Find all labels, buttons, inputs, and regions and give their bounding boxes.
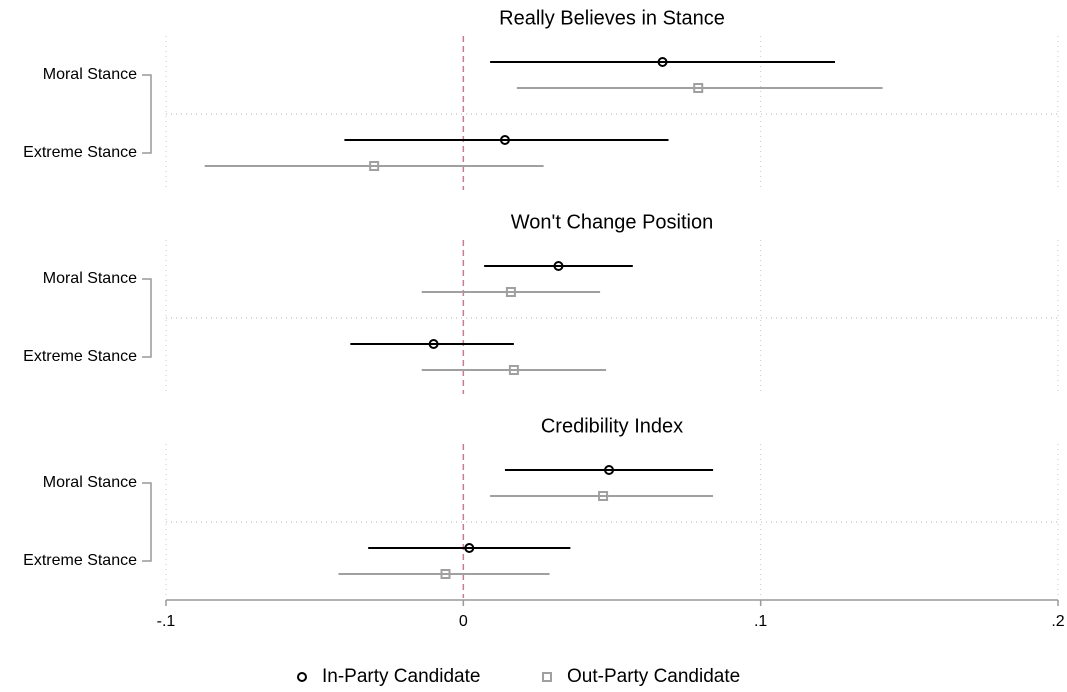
point <box>464 543 475 553</box>
point <box>499 135 510 145</box>
legend-label: In-Party Candidate <box>322 666 480 687</box>
panel-title: Really Believes in Stance <box>499 7 725 29</box>
point <box>369 161 380 171</box>
point <box>604 465 615 475</box>
category-label: Moral Stance <box>43 66 137 83</box>
bracket <box>142 278 152 358</box>
point <box>428 339 439 349</box>
bracket <box>142 482 152 562</box>
x-tick-label: 0 <box>459 613 468 630</box>
category-label: Extreme Stance <box>23 348 137 365</box>
panel-title: Won't Change Position <box>511 211 713 233</box>
category-label: Extreme Stance <box>23 552 137 569</box>
point <box>440 569 451 579</box>
point <box>542 672 552 682</box>
legend-label: Out-Party Candidate <box>567 666 740 687</box>
point <box>505 287 516 297</box>
point <box>693 83 704 93</box>
category-label: Moral Stance <box>43 270 137 287</box>
category-label: Extreme Stance <box>23 144 137 161</box>
panel-title: Credibility Index <box>541 415 683 437</box>
x-tick-label: .1 <box>754 613 767 630</box>
point <box>297 672 307 682</box>
point <box>508 365 519 375</box>
bracket <box>142 74 152 154</box>
point <box>553 261 564 271</box>
category-label: Moral Stance <box>43 474 137 491</box>
x-tick-label: -.1 <box>157 613 176 630</box>
x-tick-label: .2 <box>1051 613 1064 630</box>
point <box>598 491 609 501</box>
point <box>657 57 668 67</box>
